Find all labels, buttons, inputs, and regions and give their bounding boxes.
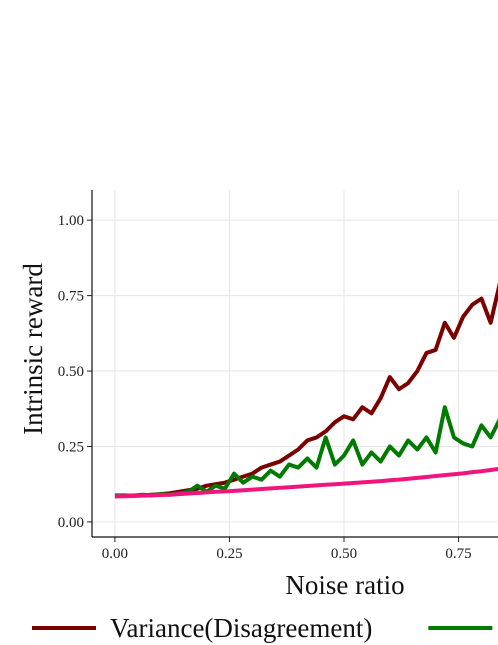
y-tick-label: 0.50 [58,364,84,380]
legend-label: Variance(Disagreement) [110,613,372,643]
x-tick-label: 0.50 [331,546,357,562]
y-axis-label: Intrinsic reward [18,263,48,435]
y-tick-label: 0.00 [58,515,84,531]
y-tick-label: 0.75 [58,289,84,305]
x-tick-label: 0.00 [102,546,128,562]
series-line [114,467,498,499]
x-tick-label: 0.25 [216,546,242,562]
y-tick-label: 0.25 [58,439,84,455]
x-axis-label: Noise ratio [285,570,404,600]
series-line [114,405,498,498]
y-tick-label: 1.00 [58,213,84,229]
x-tick-label: 0.75 [445,546,471,562]
series-line [114,283,498,499]
